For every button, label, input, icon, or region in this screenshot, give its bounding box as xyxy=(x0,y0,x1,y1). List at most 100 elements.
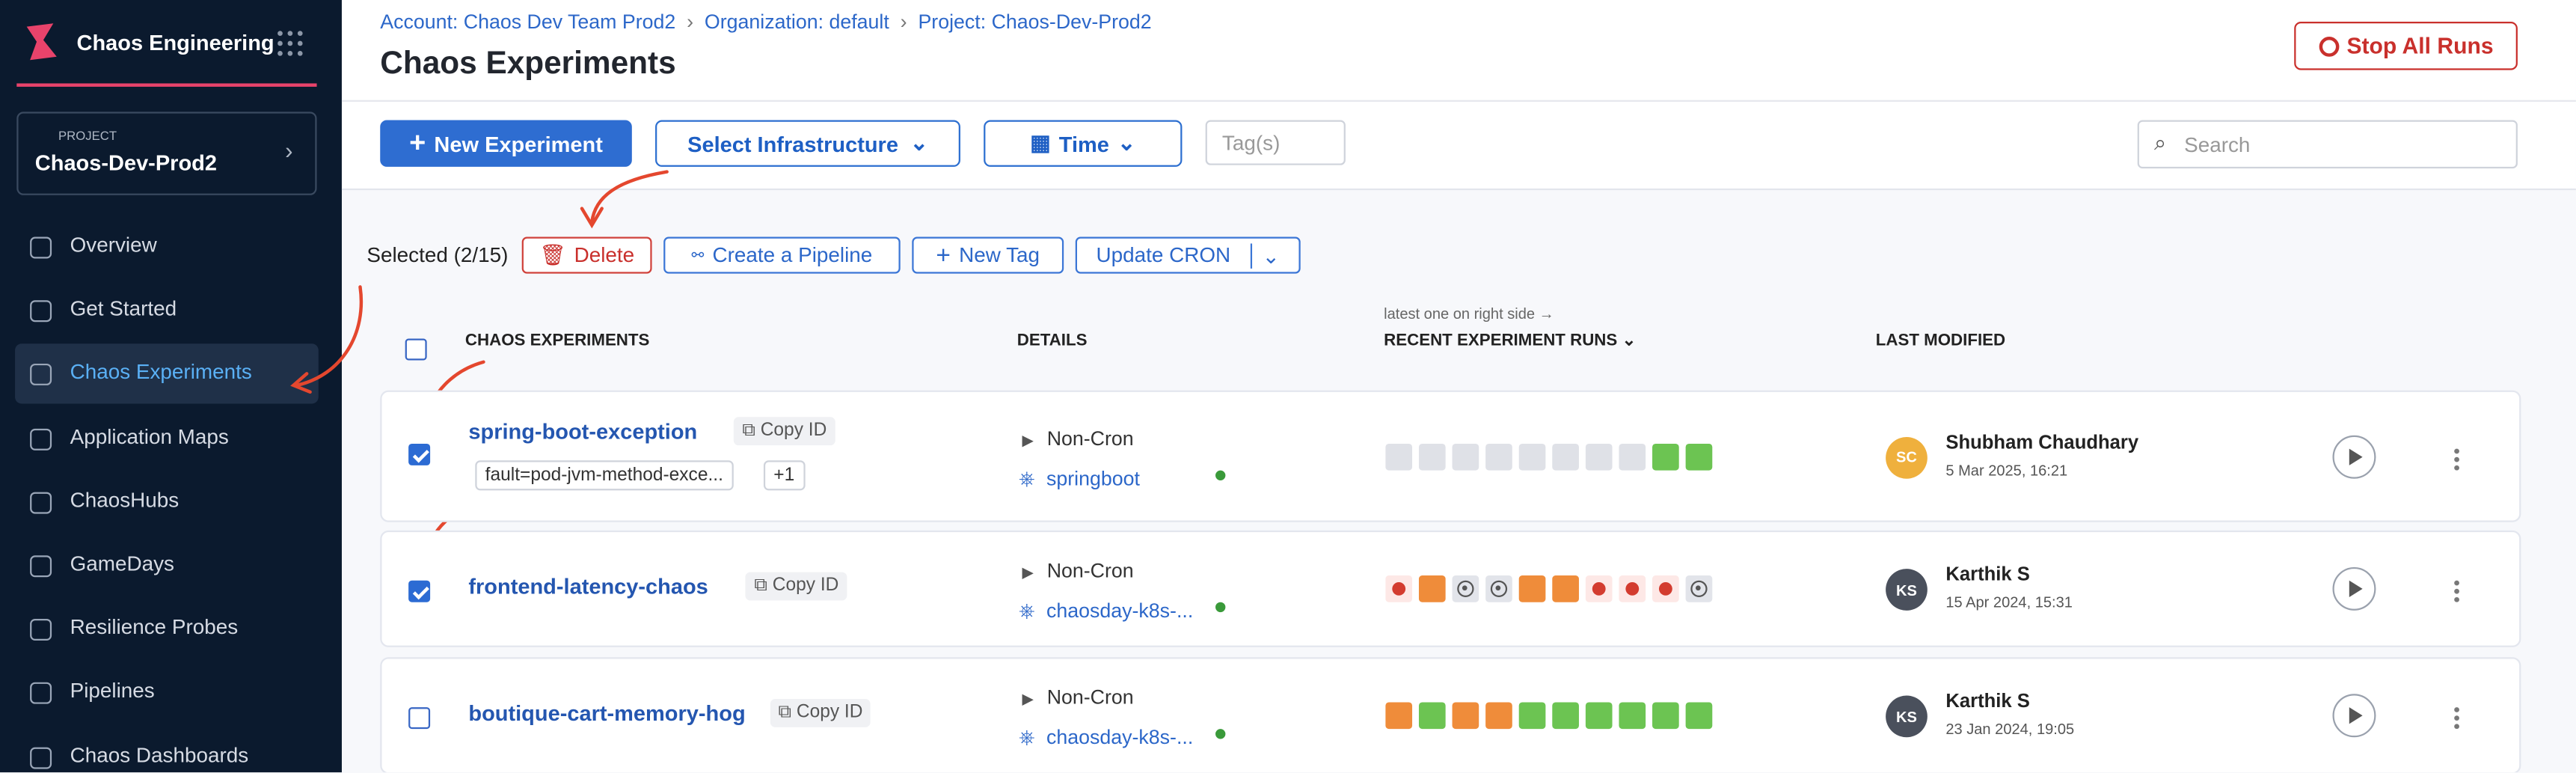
crumb[interactable]: Account: Chaos Dev Team Prod2 xyxy=(380,10,676,34)
nav-item[interactable]: Get Started xyxy=(70,297,177,321)
create-pipeline-button[interactable]: ⚯ Create a Pipeline xyxy=(663,236,901,274)
schedule: ▶ Non-Cron xyxy=(1022,685,1134,709)
run-status[interactable] xyxy=(1652,702,1679,730)
run-status[interactable] xyxy=(1585,442,1613,470)
breadcrumb: Account: Chaos Dev Team Prod2 › Organiza… xyxy=(380,10,1152,34)
experiment-row: boutique-cart-memory-hog ⧉ Copy ID ▶ Non-… xyxy=(380,657,2521,773)
select-infrastructure[interactable]: Select Infrastructure ⌄ xyxy=(655,120,960,167)
run-status[interactable] xyxy=(1619,702,1646,730)
nav-item[interactable]: Chaos Experiments xyxy=(70,361,252,385)
run-status[interactable] xyxy=(1452,442,1479,470)
run-button[interactable] xyxy=(2332,694,2376,738)
nav-icon xyxy=(30,555,52,578)
experiment-name[interactable]: spring-boot-exception xyxy=(468,418,698,444)
label: Copy ID xyxy=(796,702,863,723)
run-status[interactable] xyxy=(1518,442,1546,470)
new-tag-button[interactable]: + New Tag xyxy=(912,236,1064,274)
run-button[interactable] xyxy=(2332,566,2376,611)
run-status[interactable] xyxy=(1585,575,1613,602)
nav-item[interactable]: Application Maps xyxy=(70,424,229,448)
nav-item[interactable]: Pipelines xyxy=(70,679,155,703)
run-status[interactable] xyxy=(1452,702,1479,730)
nav-icon xyxy=(30,300,52,323)
experiment-name[interactable]: boutique-cart-memory-hog xyxy=(468,700,746,726)
update-cron-button[interactable]: Update CRON ⌄ xyxy=(1075,236,1301,274)
run-status[interactable] xyxy=(1619,442,1646,470)
infrastructure[interactable]: ⎈ springboot xyxy=(1018,466,1140,490)
run-status[interactable] xyxy=(1418,702,1446,730)
placeholder: Search xyxy=(2184,133,2251,157)
run-status[interactable] xyxy=(1652,442,1679,470)
label: Delete xyxy=(574,243,635,267)
copy-id[interactable]: ⧉ Copy ID xyxy=(746,572,847,601)
run-status[interactable] xyxy=(1552,702,1579,730)
nav-item[interactable]: GameDays xyxy=(70,552,175,576)
nav-icon xyxy=(30,364,52,386)
time-filter[interactable]: ▦ Time ⌄ xyxy=(984,120,1183,167)
run-status[interactable] xyxy=(1652,575,1679,602)
run-status[interactable] xyxy=(1518,575,1546,602)
more-menu[interactable] xyxy=(2454,705,2459,730)
logo xyxy=(26,23,57,61)
crumb[interactable]: Organization: default xyxy=(704,10,889,34)
run-status[interactable] xyxy=(1485,442,1512,470)
nav-item[interactable]: ChaosHubs xyxy=(70,488,180,512)
nav-item[interactable]: Resilience Probes xyxy=(70,615,239,640)
row-checkbox[interactable] xyxy=(408,443,431,465)
project-selector[interactable]: PROJECT Chaos-Dev-Prod2 › xyxy=(16,111,317,195)
run-status[interactable] xyxy=(1518,702,1546,730)
sidebar: Chaos Engineering PROJECT Chaos-Dev-Prod… xyxy=(0,0,342,773)
column-header: DETAILS xyxy=(1016,331,1088,351)
apps-grid[interactable] xyxy=(277,30,304,57)
experiment-name[interactable]: frontend-latency-chaos xyxy=(468,573,708,599)
avatar: KS xyxy=(1886,695,1928,738)
run-status[interactable] xyxy=(1685,575,1713,602)
run-status[interactable] xyxy=(1418,575,1446,602)
row-checkbox[interactable] xyxy=(408,707,431,730)
run-button[interactable] xyxy=(2332,434,2376,478)
run-status[interactable] xyxy=(1485,702,1512,730)
app-title: Chaos Engineering xyxy=(76,30,275,55)
delete-button[interactable]: 🗑 Delete xyxy=(521,236,652,274)
project-name: Chaos-Dev-Prod2 xyxy=(34,150,217,176)
nav-item[interactable]: Overview xyxy=(70,233,157,257)
nav-item[interactable]: Chaos Dashboards xyxy=(70,743,249,767)
infrastructure[interactable]: ⎈ chaosday-k8s-... xyxy=(1018,599,1194,623)
label: Update CRON xyxy=(1096,243,1231,267)
run-status[interactable] xyxy=(1385,702,1413,730)
select-all-checkbox[interactable] xyxy=(405,338,427,361)
run-status[interactable] xyxy=(1619,575,1646,602)
copy-id[interactable]: ⧉ Copy ID xyxy=(734,417,835,446)
run-status[interactable] xyxy=(1552,442,1579,470)
nav-icon xyxy=(30,236,52,259)
run-status[interactable] xyxy=(1485,575,1512,602)
stop-all-runs[interactable]: Stop All Runs xyxy=(2294,21,2518,70)
more-menu[interactable] xyxy=(2454,578,2459,602)
run-status[interactable] xyxy=(1385,442,1413,470)
user-name: Shubham Chaudhary xyxy=(1945,433,2139,453)
copy-id[interactable]: ⧉ Copy ID xyxy=(770,698,871,727)
row-checkbox[interactable] xyxy=(408,580,431,602)
search-input[interactable]: ⌕ Search xyxy=(2137,120,2518,169)
status-dot xyxy=(1215,729,1226,739)
label: chaosday-k8s-... xyxy=(1046,725,1194,749)
schedule: ▶ Non-Cron xyxy=(1022,558,1134,582)
run-status[interactable] xyxy=(1452,575,1479,602)
run-status[interactable] xyxy=(1685,702,1713,730)
status-dot xyxy=(1215,602,1226,613)
column-header[interactable]: RECENT EXPERIMENT RUNS ⌄ xyxy=(1384,331,1637,351)
label: Non-Cron xyxy=(1046,685,1134,709)
run-status[interactable] xyxy=(1585,702,1613,730)
crumb[interactable]: Project: Chaos-Dev-Prod2 xyxy=(918,10,1152,34)
more-menu[interactable] xyxy=(2454,446,2459,470)
run-status[interactable] xyxy=(1385,575,1413,602)
run-status[interactable] xyxy=(1418,442,1446,470)
nav-icon xyxy=(30,492,52,514)
new-experiment[interactable]: + New Experiment xyxy=(380,120,632,167)
project-label: PROJECT xyxy=(58,128,117,144)
run-status[interactable] xyxy=(1552,575,1579,602)
initials: SC xyxy=(1896,448,1917,465)
tags-input[interactable]: Tag(s) xyxy=(1205,120,1346,165)
infrastructure[interactable]: ⎈ chaosday-k8s-... xyxy=(1018,725,1194,749)
run-status[interactable] xyxy=(1685,442,1713,470)
